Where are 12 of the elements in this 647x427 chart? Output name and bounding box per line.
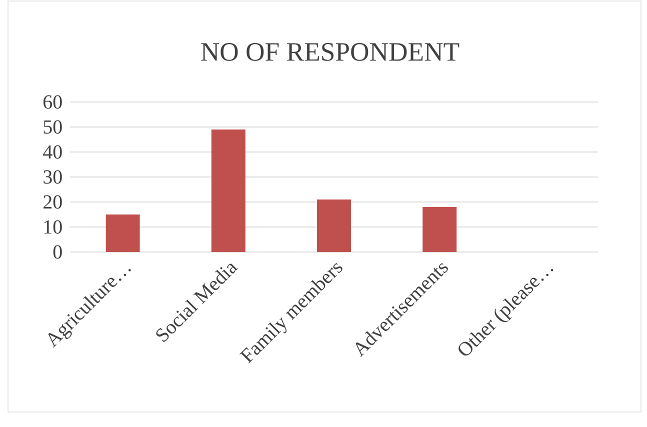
bar [106,214,140,252]
y-tick-label: 40 [43,145,62,159]
y-tick-label: 0 [53,245,62,259]
bar [317,199,351,252]
bar [211,129,246,252]
y-tick-label: 10 [44,220,62,234]
y-tick-label: 60 [43,95,62,109]
y-tick-label: 20 [44,195,62,209]
bar [422,206,457,252]
chart-title: NO OF RESPONDENT [201,43,460,61]
y-tick-label: 50 [44,120,62,134]
y-tick-label: 30 [44,170,62,184]
